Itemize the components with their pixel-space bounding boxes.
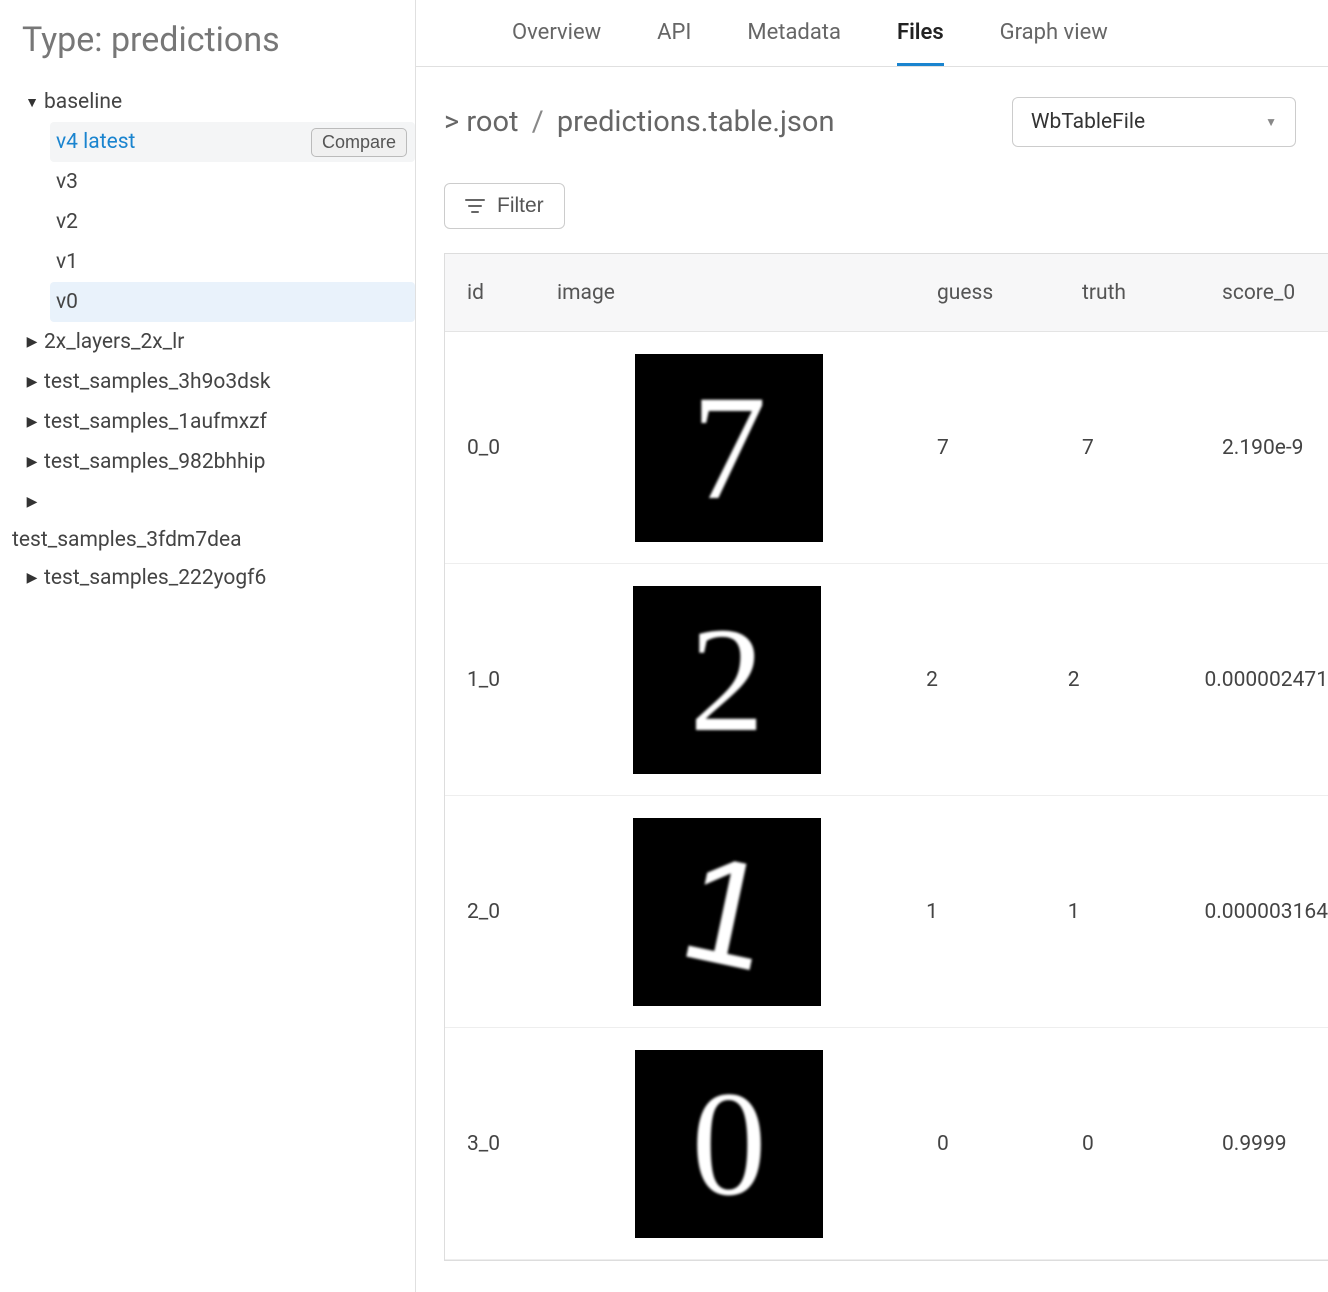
filter-icon	[465, 198, 485, 214]
tabs: Overview API Metadata Files Graph view	[416, 0, 1328, 67]
tab-files[interactable]: Files	[897, 20, 944, 66]
digit-glyph: 0	[692, 1069, 767, 1219]
cell-truth: 7	[1082, 436, 1222, 460]
tree-node-label: test_samples_3h9o3dsk	[44, 370, 415, 394]
tab-overview[interactable]: Overview	[512, 20, 601, 66]
cell-score0: 0.000003164	[1204, 900, 1328, 924]
cell-guess: 7	[937, 436, 1082, 460]
digit-image[interactable]: 1	[633, 818, 821, 1006]
col-header-score[interactable]: score_0	[1222, 281, 1328, 305]
tree-node[interactable]: ▶test_samples_3h9o3dsk	[20, 362, 415, 402]
sidebar-title: Type: predictions	[0, 8, 415, 82]
col-header-id[interactable]: id	[445, 281, 557, 305]
col-header-truth[interactable]: truth	[1082, 281, 1222, 305]
col-header-image[interactable]: image	[557, 281, 937, 305]
predictions-table: id image guess truth score_0 0_07772.190…	[444, 253, 1328, 1261]
version-label: v2	[56, 210, 407, 234]
digit-image[interactable]: 2	[633, 586, 821, 774]
viewer-select-value: WbTableFile	[1031, 110, 1145, 134]
tree-node-label[interactable]: test_samples_3fdm7dea	[0, 522, 415, 558]
tree-node[interactable]: ▶test_samples_982bhhip	[20, 442, 415, 482]
cell-guess: 1	[926, 900, 1068, 924]
col-header-guess[interactable]: guess	[937, 281, 1082, 305]
tree-node-label: test_samples_222yogf6	[44, 566, 415, 590]
cell-score0: 0.000002471	[1204, 668, 1328, 692]
chevron-right-icon[interactable]: ▶	[20, 454, 44, 470]
filter-button[interactable]: Filter	[444, 183, 565, 229]
version-item[interactable]: v4 latestCompare	[50, 122, 415, 162]
cell-image: 0	[557, 1050, 937, 1238]
chevron-right-icon[interactable]: ▶	[20, 494, 44, 510]
breadcrumb[interactable]: > root / predictions.table.json	[444, 105, 1012, 139]
chevron-right-icon[interactable]: ▶	[20, 374, 44, 390]
cell-score0: 0.9999	[1222, 1132, 1328, 1156]
tree-node[interactable]: ▶2x_layers_2x_lr	[20, 322, 415, 362]
filter-label: Filter	[497, 194, 544, 218]
version-label: v3	[56, 170, 407, 194]
digit-glyph: 2	[689, 605, 764, 755]
cell-guess: 2	[926, 668, 1068, 692]
version-item[interactable]: v2	[50, 202, 415, 242]
toolbar: Filter	[416, 155, 1328, 253]
cell-truth: 1	[1068, 900, 1205, 924]
table-header: id image guess truth score_0	[445, 254, 1328, 332]
table-row[interactable]: 0_07772.190e-9	[445, 332, 1328, 564]
chevron-right-icon[interactable]: ▶	[20, 570, 44, 586]
chevron-down-icon: ▼	[1265, 115, 1277, 129]
tree-node[interactable]: ▶test_samples_222yogf6	[20, 558, 415, 598]
tab-metadata[interactable]: Metadata	[747, 20, 841, 66]
chevron-down-icon[interactable]: ▼	[20, 94, 44, 111]
version-item[interactable]: v1	[50, 242, 415, 282]
version-label: v1	[56, 250, 407, 274]
breadcrumb-file: predictions.table.json	[557, 105, 835, 139]
cell-truth: 2	[1068, 668, 1205, 692]
breadcrumb-prefix: >	[444, 105, 459, 139]
breadcrumb-root: root	[466, 105, 518, 139]
cell-id: 2_0	[445, 900, 555, 924]
version-label: v0	[56, 290, 407, 314]
version-label: v4 latest	[56, 130, 311, 154]
tree-node-label: test_samples_982bhhip	[44, 450, 415, 474]
tree-node[interactable]: ▶	[20, 482, 415, 522]
tree-node-label: 2x_layers_2x_lr	[44, 330, 415, 354]
sidebar: Type: predictions ▼baselinev4 latestComp…	[0, 0, 416, 1292]
cell-guess: 0	[937, 1132, 1082, 1156]
path-row: > root / predictions.table.json WbTableF…	[416, 67, 1328, 155]
table-body: 0_07772.190e-91_02220.0000024712_01110.0…	[445, 332, 1328, 1260]
chevron-right-icon[interactable]: ▶	[20, 414, 44, 430]
tree-node[interactable]: ▶test_samples_1aufmxzf	[20, 402, 415, 442]
cell-image: 1	[555, 818, 926, 1006]
breadcrumb-sep: /	[532, 105, 544, 139]
compare-button[interactable]: Compare	[311, 128, 407, 157]
tab-api[interactable]: API	[657, 20, 691, 66]
table-row[interactable]: 2_01110.000003164	[445, 796, 1328, 1028]
cell-id: 3_0	[445, 1132, 557, 1156]
digit-glyph: 7	[692, 373, 767, 523]
cell-id: 1_0	[445, 668, 555, 692]
tree-node-label: test_samples_1aufmxzf	[44, 410, 415, 434]
table-row[interactable]: 1_02220.000002471	[445, 564, 1328, 796]
digit-glyph: 1	[671, 829, 784, 993]
chevron-right-icon[interactable]: ▶	[20, 334, 44, 350]
version-item[interactable]: v3	[50, 162, 415, 202]
cell-score0: 2.190e-9	[1222, 436, 1328, 460]
cell-id: 0_0	[445, 436, 557, 460]
viewer-select[interactable]: WbTableFile ▼	[1012, 97, 1296, 147]
version-item[interactable]: v0	[50, 282, 415, 322]
main-panel: Overview API Metadata Files Graph view > roo…	[416, 0, 1328, 1292]
cell-image: 2	[555, 586, 926, 774]
cell-truth: 0	[1082, 1132, 1222, 1156]
digit-image[interactable]: 0	[635, 1050, 823, 1238]
digit-image[interactable]: 7	[635, 354, 823, 542]
table-row[interactable]: 3_00000.9999	[445, 1028, 1328, 1260]
tab-graph-view[interactable]: Graph view	[1000, 20, 1108, 66]
tree-node[interactable]: ▼baseline	[20, 82, 415, 122]
cell-image: 7	[557, 354, 937, 542]
artifact-tree: ▼baselinev4 latestComparev3v2v1v0▶2x_lay…	[0, 82, 415, 598]
tree-node-label: baseline	[44, 90, 415, 114]
